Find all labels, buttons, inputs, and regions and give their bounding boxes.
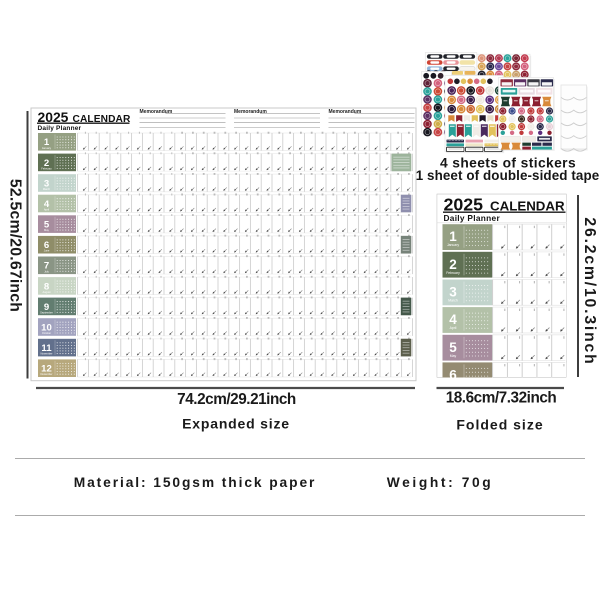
svg-text:February: February: [41, 166, 52, 170]
svg-text:March: March: [448, 299, 458, 303]
svg-text:5: 5: [449, 340, 457, 355]
svg-text:1: 1: [44, 137, 50, 148]
svg-text:May: May: [44, 228, 50, 232]
svg-text:2: 2: [44, 158, 49, 169]
svg-text:8: 8: [44, 281, 50, 292]
svg-text:9: 9: [44, 302, 49, 313]
svg-text:10: 10: [41, 322, 52, 333]
svg-text:4 sheets of stickers: 4 sheets of stickers: [440, 156, 576, 171]
svg-text:January: January: [42, 146, 52, 150]
svg-text:1 sheet of double-sided tape: 1 sheet of double-sided tape: [416, 168, 600, 183]
svg-text:April: April: [44, 208, 50, 212]
svg-text:2: 2: [449, 257, 457, 272]
svg-text:CALENDAR: CALENDAR: [73, 114, 132, 125]
svg-text:2025: 2025: [38, 109, 69, 125]
svg-text:4: 4: [44, 199, 50, 210]
svg-text:CALENDAR: CALENDAR: [490, 198, 565, 213]
svg-text:6: 6: [44, 240, 49, 251]
svg-text:2025: 2025: [444, 194, 484, 214]
svg-text:February: February: [446, 271, 460, 275]
svg-text:7: 7: [44, 261, 49, 272]
svg-text:3: 3: [44, 178, 49, 189]
svg-text:August: August: [42, 290, 50, 294]
svg-text:74.2cm/29.21inch: 74.2cm/29.21inch: [177, 391, 296, 408]
svg-text:5: 5: [44, 220, 50, 231]
svg-text:Memorandum: Memorandum: [234, 109, 267, 115]
svg-text:May: May: [450, 354, 457, 358]
svg-text:6: 6: [449, 367, 457, 382]
svg-text:12: 12: [41, 364, 52, 375]
svg-text:July: July: [44, 269, 49, 273]
svg-text:4: 4: [449, 312, 457, 327]
svg-text:52.5cm/20.67inch: 52.5cm/20.67inch: [6, 179, 23, 312]
svg-text:1: 1: [449, 229, 457, 244]
svg-text:Daily Planner: Daily Planner: [444, 213, 501, 223]
svg-text:September: September: [40, 310, 53, 314]
svg-text:18.6cm/7.32inch: 18.6cm/7.32inch: [446, 390, 557, 407]
svg-text:Expanded size: Expanded size: [182, 416, 290, 432]
svg-text:Memorandum: Memorandum: [140, 109, 173, 115]
svg-text:November: November: [41, 352, 53, 356]
svg-text:December: December: [41, 372, 53, 376]
svg-text:Folded size: Folded size: [456, 417, 543, 433]
svg-text:March: March: [43, 187, 51, 191]
svg-text:January: January: [447, 243, 459, 247]
svg-text:Weight: 70g: Weight: 70g: [387, 475, 494, 490]
svg-text:Daily Planner: Daily Planner: [38, 125, 82, 132]
svg-text:Memorandum: Memorandum: [329, 109, 362, 115]
svg-text:26.2cm/10.3inch: 26.2cm/10.3inch: [581, 217, 598, 365]
svg-text:April: April: [450, 326, 457, 330]
svg-text:Material: 150gsm thick paper: Material: 150gsm thick paper: [74, 475, 317, 490]
svg-text:3: 3: [449, 285, 457, 300]
svg-text:June: June: [44, 249, 50, 253]
svg-text:11: 11: [41, 343, 52, 354]
svg-text:October: October: [42, 331, 51, 335]
